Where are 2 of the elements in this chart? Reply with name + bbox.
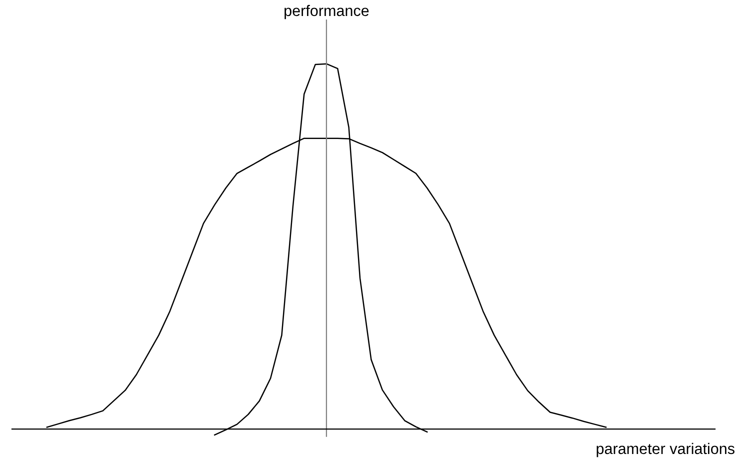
y-axis-title: performance (284, 4, 369, 20)
x-axis-title: parameter variations (596, 442, 734, 458)
